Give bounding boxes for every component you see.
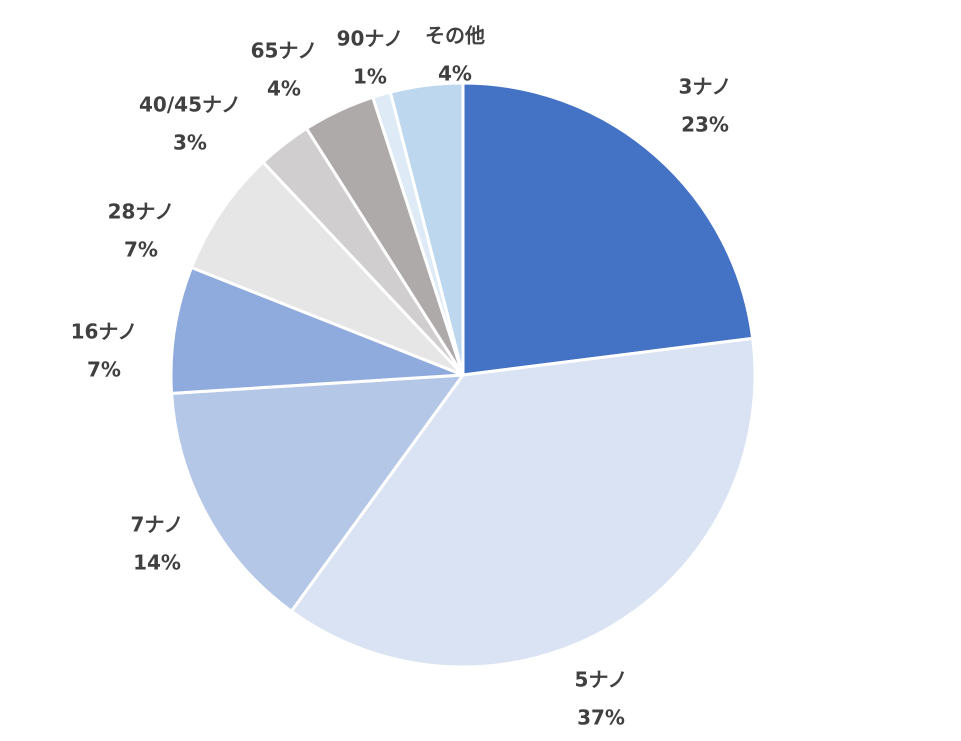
- slice-category-label: 28ナノ: [108, 200, 175, 224]
- slice-category-label: 90ナノ: [337, 27, 404, 51]
- slice-percent-label: 1%: [353, 65, 387, 89]
- slice-percent-label: 4%: [267, 77, 301, 101]
- slice-percent-label: 7%: [87, 358, 121, 382]
- slice-category-label: 3ナノ: [679, 75, 732, 99]
- slice-percent-label: 23%: [681, 113, 729, 137]
- slice-category-label: 5ナノ: [575, 668, 628, 692]
- pie-slice: [170, 373, 465, 613]
- slice-percent-label: 37%: [577, 706, 625, 730]
- slice-category-label: 40/45ナノ: [139, 93, 241, 117]
- pie-slice: [461, 81, 755, 377]
- slice-percent-label: 14%: [133, 551, 181, 575]
- pie-slice: [169, 266, 465, 395]
- slice-category-label: その他: [425, 24, 485, 48]
- slice-category-label: 7ナノ: [131, 513, 184, 537]
- pie-slice: [190, 160, 465, 377]
- pie-slices: [169, 81, 757, 669]
- slice-category-label: 65ナノ: [251, 39, 318, 63]
- slice-category-label: 16ナノ: [71, 320, 138, 344]
- pie-slice: [289, 336, 757, 669]
- slice-percent-label: 4%: [438, 62, 472, 86]
- pie-labels: 3ナノ 23% 5ナノ 37% 7ナノ 14% 16ナノ 7% 28ナノ 7% 40/45ナノ 3% 6…: [71, 24, 732, 730]
- slice-percent-label: 3%: [173, 131, 207, 155]
- pie-slice: [388, 81, 465, 377]
- slice-percent-label: 7%: [124, 238, 158, 262]
